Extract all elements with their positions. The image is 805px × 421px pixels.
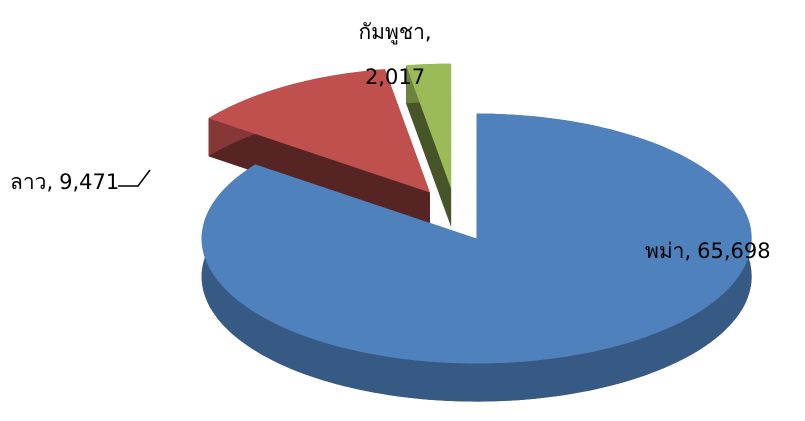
leader-line (118, 169, 151, 187)
slice (208, 69, 430, 193)
label-category: ลาว, (10, 170, 53, 194)
label-value: 65,698 (697, 239, 770, 263)
slice (201, 113, 752, 364)
data-label: พม่า, 65,698 (645, 239, 771, 263)
data-label: กัมพูชา, (358, 20, 431, 45)
data-label: ลาว, 9,471 (10, 170, 119, 194)
slice (406, 63, 452, 189)
label-value: 9,471 (59, 170, 119, 194)
label-category: พม่า, (645, 239, 691, 263)
slice-side (406, 65, 452, 227)
slice-side (208, 118, 430, 231)
data-label: 2,017 (365, 65, 425, 89)
